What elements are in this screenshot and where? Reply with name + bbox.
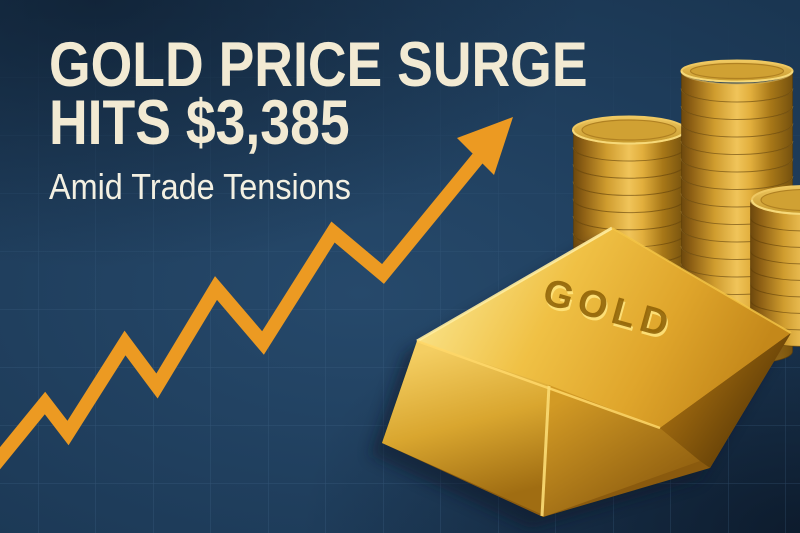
gold-bar: GOLD GOLD: [370, 226, 792, 529]
gold-bar-top-face: [417, 228, 791, 428]
gold-bar-left-face: [382, 341, 549, 514]
trend-arrow-icon: [0, 117, 513, 470]
gold-bar-right-face: [660, 333, 791, 468]
coin-stack-left: [572, 115, 686, 317]
coin-stack-middle: [680, 59, 794, 366]
arrow-head: [457, 117, 513, 175]
coin-stack-right: [749, 185, 800, 348]
gold-bar-front-face: [541, 385, 700, 517]
